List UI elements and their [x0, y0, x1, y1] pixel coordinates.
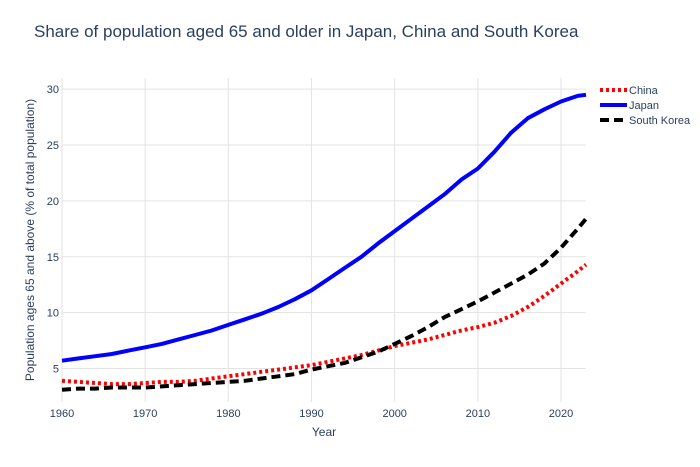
series-line-china — [61, 263, 588, 387]
legend[interactable]: China Japan South Korea — [600, 85, 691, 127]
series-line-japan — [61, 92, 587, 363]
legend-item-south-korea[interactable]: South Korea — [600, 115, 691, 127]
y-tick-label: 15 — [47, 252, 59, 264]
x-tick-label: 2020 — [549, 408, 573, 420]
y-tick-label: 25 — [47, 140, 59, 152]
grid-layer — [61, 78, 586, 402]
y-axis-title: Population ages 65 and above (% of total… — [23, 99, 37, 381]
y-tick-label: 5 — [53, 363, 59, 375]
series-line-south-korea — [61, 217, 588, 392]
series-layer — [61, 92, 588, 392]
y-tick-label: 20 — [47, 196, 59, 208]
legend-item-china[interactable]: China — [600, 85, 659, 97]
y-tick-label: 30 — [47, 84, 59, 96]
legend-label: South Korea — [629, 115, 691, 127]
chart-title: Share of population aged 65 and older in… — [34, 22, 579, 41]
x-axis-title: Year — [312, 425, 336, 439]
x-tick-label: 1960 — [50, 408, 74, 420]
x-tick-label: 2010 — [466, 408, 490, 420]
legend-label: China — [629, 85, 659, 97]
y-tick-label: 10 — [47, 308, 59, 320]
x-tick-label: 1980 — [216, 408, 240, 420]
x-tick-label: 1970 — [133, 408, 157, 420]
legend-label: Japan — [629, 100, 659, 112]
legend-item-japan[interactable]: Japan — [600, 100, 659, 112]
x-tick-labels: 1960 1970 1980 1990 2000 2010 2020 — [50, 408, 574, 420]
x-tick-label: 2000 — [382, 408, 406, 420]
x-tick-label: 1990 — [299, 408, 323, 420]
y-tick-labels: 5 10 15 20 25 30 — [47, 84, 59, 375]
